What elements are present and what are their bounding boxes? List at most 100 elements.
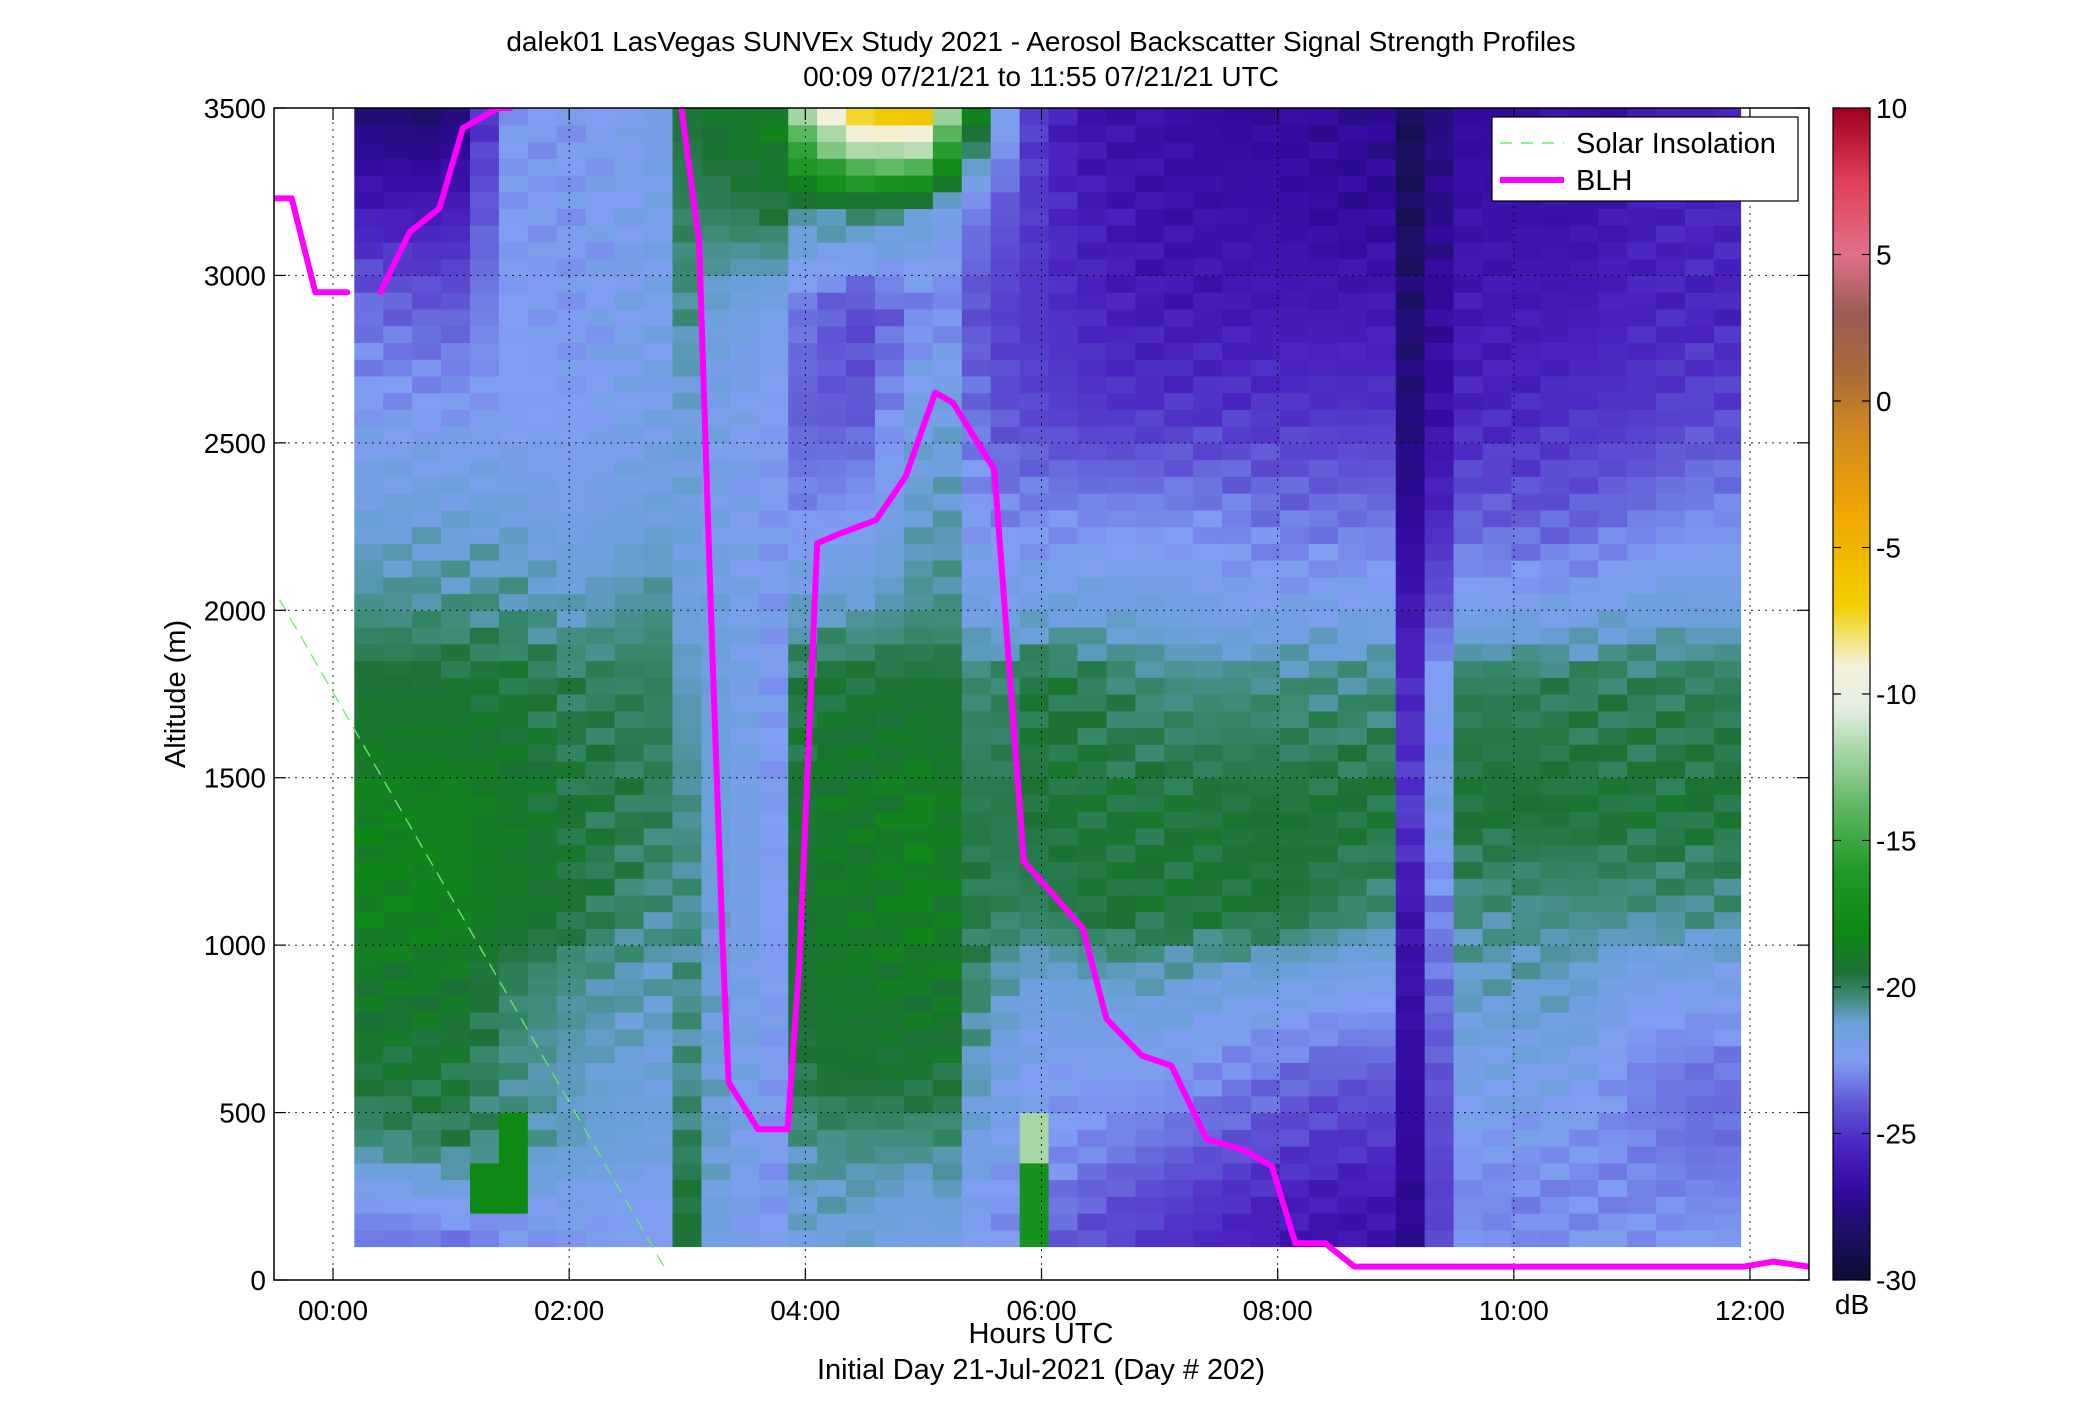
heatmap-cell	[1424, 526, 1455, 544]
heatmap-cell	[1482, 610, 1513, 628]
y-tick-label: 3000	[204, 260, 266, 291]
heatmap-cell	[1424, 1162, 1455, 1181]
heatmap-cell	[498, 794, 529, 812]
heatmap-cell	[1685, 560, 1715, 578]
heatmap-cell	[1511, 241, 1541, 260]
heatmap-cell	[1424, 794, 1455, 812]
heatmap-cell	[441, 811, 471, 829]
heatmap-cell	[1337, 710, 1368, 729]
heatmap-cell	[903, 241, 934, 260]
heatmap-cell	[990, 1045, 1021, 1063]
heatmap-cell	[1482, 878, 1513, 896]
heatmap-cell	[1193, 911, 1223, 929]
heatmap-cell	[1540, 1213, 1570, 1231]
heatmap-cell	[1569, 308, 1599, 327]
heatmap-cell	[1627, 560, 1657, 578]
heatmap-cell	[1685, 760, 1715, 779]
heatmap-cell	[412, 258, 442, 277]
heatmap-cell	[1222, 694, 1252, 712]
heatmap-cell	[817, 677, 847, 695]
heatmap-cell	[961, 777, 992, 796]
heatmap-cell	[1106, 392, 1136, 410]
heatmap-cell	[1222, 241, 1252, 260]
heatmap-cell	[788, 308, 818, 327]
heatmap-cell	[1251, 760, 1281, 779]
heatmap-cell	[527, 627, 558, 645]
heatmap-cell	[1656, 560, 1686, 578]
heatmap-cell	[932, 543, 963, 561]
heatmap-cell	[932, 1129, 963, 1147]
heatmap-cell	[412, 359, 442, 377]
heatmap-cell	[672, 442, 703, 461]
heatmap-cell	[643, 710, 674, 729]
heatmap-cell	[1627, 543, 1657, 561]
heatmap-cell	[932, 1062, 963, 1080]
heatmap-cell	[498, 811, 529, 829]
heatmap-cell	[1685, 442, 1715, 461]
heatmap-cell	[1280, 660, 1310, 678]
heatmap-cell	[412, 426, 442, 444]
heatmap-cell	[1048, 208, 1079, 226]
heatmap-cell	[1395, 426, 1426, 444]
heatmap-cell	[1251, 1229, 1281, 1248]
heatmap-cell	[1511, 442, 1541, 461]
heatmap-cell	[1395, 375, 1426, 394]
heatmap-cell	[470, 275, 500, 293]
heatmap-cell	[961, 141, 992, 159]
heatmap-cell	[1511, 811, 1541, 829]
heatmap-cell	[441, 878, 471, 896]
heatmap-cell	[1627, 308, 1657, 327]
heatmap-cell	[614, 442, 645, 461]
heatmap-cell	[730, 392, 760, 410]
heatmap-cell	[1511, 392, 1541, 410]
heatmap-cell	[1453, 844, 1484, 863]
heatmap-cell	[1627, 493, 1657, 511]
heatmap-cell	[990, 660, 1021, 678]
heatmap-cell	[1598, 308, 1628, 327]
heatmap-cell	[614, 811, 645, 829]
heatmap-cell	[1540, 627, 1570, 645]
heatmap-cell	[961, 1229, 992, 1248]
heatmap-cell	[498, 543, 529, 561]
heatmap-cell	[383, 493, 413, 511]
heatmap-cell	[817, 1079, 847, 1097]
heatmap-cell	[1337, 861, 1368, 879]
heatmap-cell	[759, 827, 789, 846]
heatmap-cell	[1135, 710, 1165, 729]
heatmap-cell	[1106, 158, 1136, 176]
heatmap-cell	[1366, 124, 1397, 143]
heatmap-cell	[903, 392, 934, 410]
heatmap-cell	[1569, 794, 1599, 812]
heatmap-cell	[903, 543, 934, 561]
heatmap-cell	[1685, 375, 1715, 394]
heatmap-cell	[1453, 292, 1484, 310]
heatmap-cell	[990, 1196, 1021, 1214]
heatmap-cell	[614, 794, 645, 812]
heatmap-cell	[1540, 476, 1570, 494]
heatmap-cell	[470, 576, 500, 595]
heatmap-cell	[759, 108, 789, 126]
heatmap-cell	[932, 978, 963, 996]
heatmap-cell	[1424, 1012, 1455, 1030]
heatmap-cell	[1540, 459, 1570, 477]
heatmap-cell	[585, 744, 616, 762]
heatmap-cell	[1366, 208, 1397, 226]
heatmap-cell	[1251, 894, 1281, 913]
heatmap-cell	[932, 459, 963, 477]
heatmap-cell	[1569, 1229, 1599, 1248]
heatmap-cell	[875, 275, 905, 293]
heatmap-cell	[932, 878, 963, 896]
heatmap-cell	[498, 928, 529, 946]
heatmap-cell	[1077, 476, 1108, 494]
heatmap-cell	[527, 426, 558, 444]
heatmap-cell	[498, 911, 529, 929]
heatmap-cell	[1337, 1012, 1368, 1030]
heatmap-cell	[1424, 560, 1455, 578]
heatmap-cell	[383, 794, 413, 812]
heatmap-cell	[875, 1179, 905, 1197]
heatmap-cell	[1337, 493, 1368, 511]
heatmap-cell	[672, 409, 703, 427]
heatmap-cell	[1019, 627, 1050, 645]
heatmap-cell	[1366, 493, 1397, 511]
heatmap-cell	[730, 911, 760, 929]
